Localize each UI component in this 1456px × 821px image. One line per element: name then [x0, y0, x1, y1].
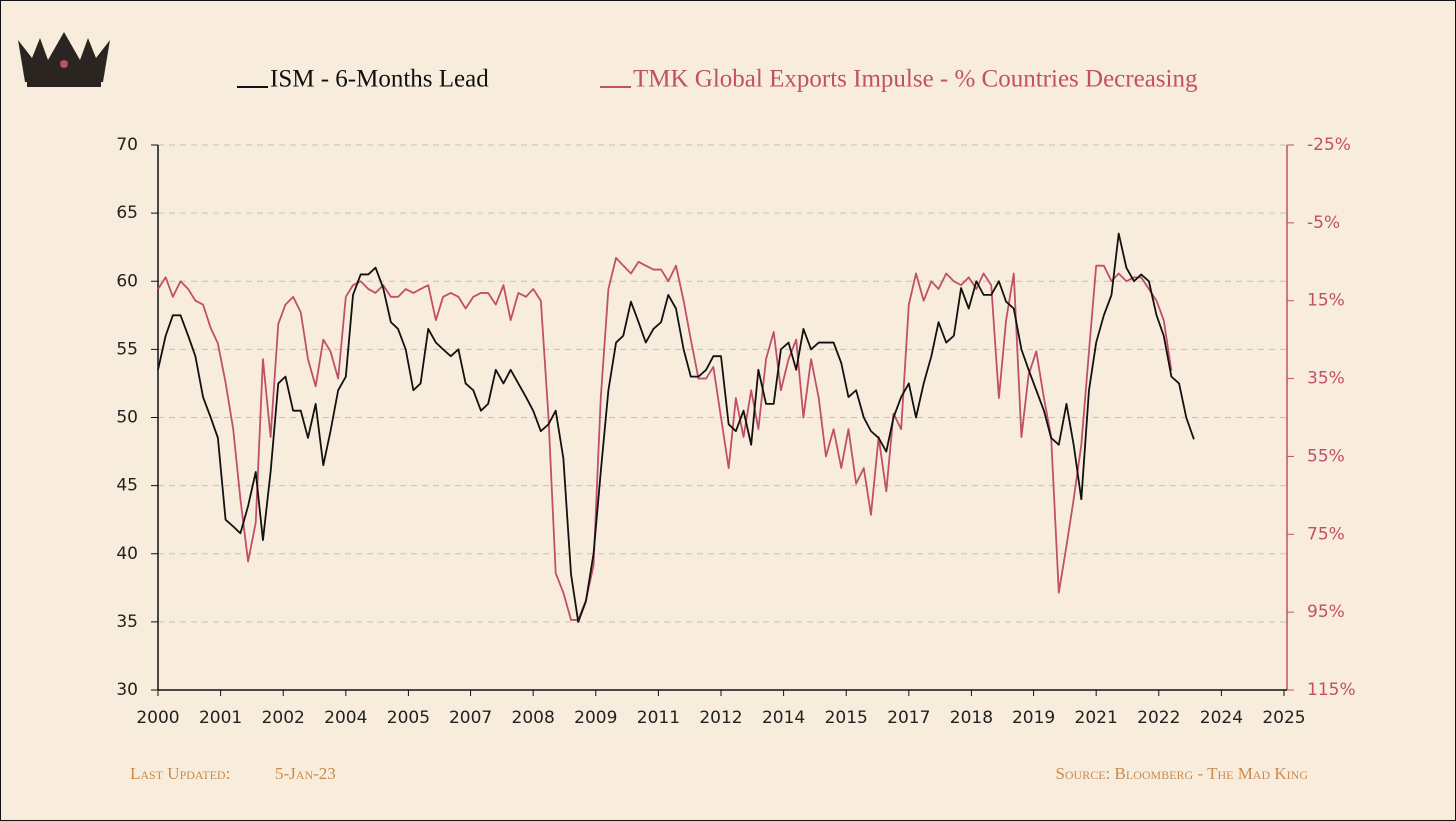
series-line	[157, 256, 1173, 621]
y2-tick-label: 55%	[1307, 446, 1345, 466]
x-tick-label: 2009	[574, 708, 617, 728]
x-tick-label: 2024	[1200, 708, 1243, 728]
y2-tick-label: 95%	[1307, 602, 1345, 622]
x-tick-label: 2021	[1075, 708, 1118, 728]
y-tick-label: 30	[116, 680, 138, 700]
y2-tick-label: 115%	[1307, 680, 1356, 700]
x-tick-label: 2007	[449, 708, 492, 728]
x-tick-label: 2014	[762, 708, 805, 728]
x-tick-label: 2012	[699, 708, 742, 728]
y2-tick-label: 75%	[1307, 524, 1345, 544]
y-tick-label: 55	[116, 339, 138, 359]
y2-tick-label: -5%	[1307, 213, 1340, 233]
legend-entry: TMK Global Exports Impulse - % Countries…	[633, 66, 1198, 93]
x-tick-label: 2025	[1262, 708, 1305, 728]
x-tick-label: 2011	[637, 708, 680, 728]
y-tick-label: 40	[116, 544, 138, 564]
y2-tick-label: 35%	[1307, 369, 1345, 389]
y-tick-label: 70	[116, 135, 138, 155]
y-tick-label: 35	[116, 612, 138, 632]
y-tick-label: 50	[116, 408, 138, 428]
y-tick-label: 45	[116, 476, 138, 496]
x-tick-label: 2017	[887, 708, 930, 728]
y2-tick-label: 15%	[1307, 291, 1345, 311]
x-tick-label: 2001	[199, 708, 242, 728]
y-tick-label: 65	[116, 203, 138, 223]
x-tick-label: 2004	[324, 708, 367, 728]
y2-tick-label: -25%	[1307, 135, 1351, 155]
footer-label: Last Updated:	[130, 764, 230, 783]
footer-source: Source: Bloomberg - The Mad King	[1055, 764, 1308, 783]
x-tick-label: 2022	[1137, 708, 1180, 728]
legend-entry: ISM - 6-Months Lead	[270, 66, 489, 93]
x-tick-label: 2018	[950, 708, 993, 728]
x-tick-label: 2019	[1012, 708, 1055, 728]
y-tick-label: 60	[116, 271, 138, 291]
x-tick-label: 2015	[825, 708, 868, 728]
x-tick-label: 2002	[262, 708, 305, 728]
crown-logo	[18, 32, 110, 87]
footer-date: 5-Jan-23	[275, 764, 336, 783]
x-tick-label: 2005	[387, 708, 430, 728]
series-line	[157, 232, 1195, 623]
x-tick-label: 2008	[512, 708, 555, 728]
x-tick-label: 2000	[136, 708, 179, 728]
